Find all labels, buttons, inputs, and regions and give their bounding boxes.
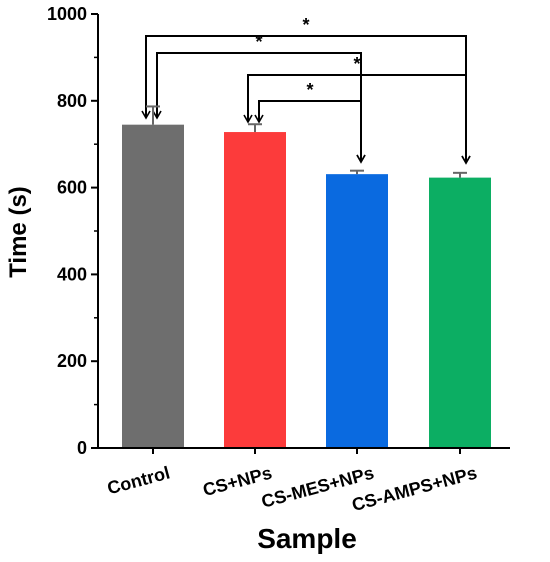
significance-bracket (247, 74, 467, 163)
bar-control (122, 124, 184, 449)
error-bars (146, 105, 467, 178)
significance-bracket (258, 100, 362, 162)
bar-cs-amps-nps (429, 177, 491, 449)
significance-brackets: * * * * (141, 15, 471, 165)
significance-bracket-arrow (461, 155, 471, 165)
significance-bracket-arrow (243, 114, 253, 124)
bar-cs-nps (224, 132, 286, 448)
bars (122, 124, 491, 449)
significance-bracket-arrow (356, 154, 366, 164)
significance-bracket-arrow (254, 114, 264, 124)
y-tick-label: 400 (57, 264, 87, 284)
y-tick-label: 600 (57, 178, 87, 198)
x-axis-title: Sample (257, 523, 357, 554)
y-axis: 0 200 400 600 800 1000 (47, 4, 99, 458)
significance-bracket-arrow (152, 110, 162, 120)
x-tick-label: Control (105, 463, 172, 499)
y-tick-label: 200 (57, 351, 87, 371)
significance-label: * (302, 15, 309, 35)
y-tick-label: 0 (77, 438, 87, 458)
significance-label: * (255, 32, 262, 52)
bar-cs-mes-nps (326, 174, 388, 448)
y-tick-label: 800 (57, 91, 87, 111)
significance-label: * (306, 80, 313, 100)
y-axis-title: Time (s) (5, 186, 32, 278)
significance-bracket-arrow (141, 110, 151, 120)
significance-label: * (353, 54, 360, 74)
y-tick-label: 1000 (47, 4, 87, 24)
